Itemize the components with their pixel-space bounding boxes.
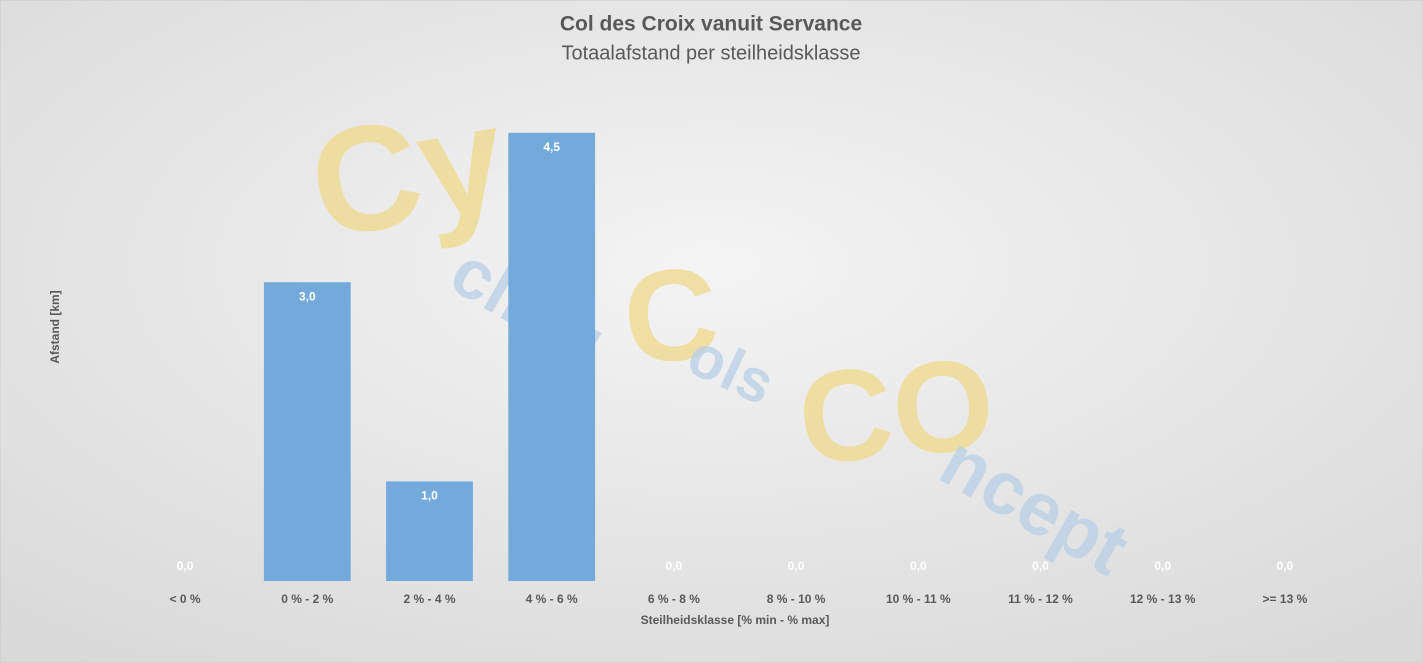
value-label: 0,0	[910, 559, 927, 573]
x-axis-label: Steilheidsklasse [% min - % max]	[641, 613, 830, 627]
value-label: 0,0	[788, 559, 805, 573]
x-tick-label: 6 % - 8 %	[648, 592, 700, 606]
watermark: CO	[793, 330, 1000, 492]
x-tick-label: 11 % - 12 %	[1008, 592, 1073, 606]
chart-title: Col des Croix vanuit Servance	[560, 13, 862, 36]
value-label: 0,0	[666, 559, 683, 573]
watermark: C	[618, 238, 724, 392]
x-tick-label: 12 % - 13 %	[1130, 592, 1196, 606]
x-tick-label: 0 % - 2 %	[281, 592, 333, 606]
value-label: 0,0	[1277, 559, 1294, 573]
bar	[386, 481, 473, 581]
value-label: 0,0	[1032, 559, 1049, 573]
bar	[508, 132, 596, 582]
chart-subtitle: Totaalafstand per steilheidsklasse	[561, 42, 860, 64]
value-label: 0,0	[1154, 559, 1171, 573]
x-tick-label: 10 % - 11 %	[886, 592, 951, 606]
value-label: 3,0	[299, 289, 316, 303]
value-label: 0,0	[177, 559, 194, 573]
value-label: 1,0	[421, 489, 438, 503]
x-tick-label: >= 13 %	[1263, 592, 1308, 606]
x-tick-label: 2 % - 4 %	[403, 592, 455, 606]
x-tick-label: < 0 %	[170, 592, 201, 606]
bar	[263, 282, 351, 581]
y-axis-label: Afstand [km]	[48, 290, 62, 363]
x-tick-label: 8 % - 10 %	[767, 592, 826, 606]
x-tick-label: 4 % - 6 %	[526, 592, 578, 606]
watermark: Cy	[298, 72, 516, 271]
value-label: 4,5	[543, 140, 560, 154]
